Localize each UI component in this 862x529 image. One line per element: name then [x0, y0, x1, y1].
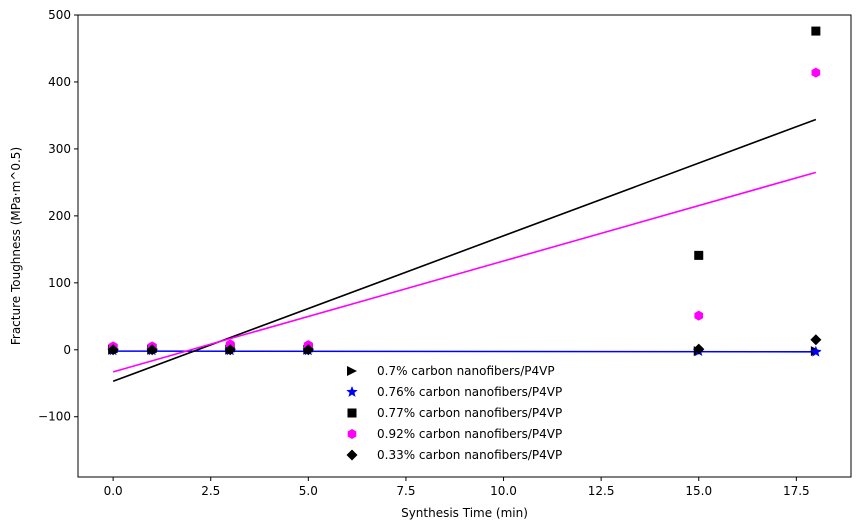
data-point-diamond — [107, 344, 119, 356]
y-tick-label: 300 — [48, 142, 71, 156]
legend-entry: 0.33% carbon nanofibers/P4VP — [346, 448, 562, 462]
legend-entry: 0.76% carbon nanofibers/P4VP — [346, 385, 562, 399]
data-point-diamond — [810, 334, 822, 346]
data-point-diamond — [302, 344, 314, 356]
data-point-hexagon — [811, 67, 821, 78]
series-square — [112, 118, 817, 383]
legend-entry: 0.92% carbon nanofibers/P4VP — [347, 427, 562, 441]
x-tick-label: 15.0 — [685, 484, 712, 498]
series-points-diamond — [107, 334, 822, 356]
y-tick-label: −100 — [38, 410, 71, 424]
series-hexagon — [112, 171, 817, 373]
x-tick-label: 2.5 — [201, 484, 220, 498]
x-axis-ticks: 0.0 2.5 5.0 7.5 10.0 12.5 15.0 17.5 — [104, 477, 810, 498]
legend-label: 0.92% carbon nanofibers/P4VP — [377, 427, 562, 441]
data-point-square — [811, 26, 821, 36]
data-point-diamond — [146, 344, 158, 356]
y-tick-label: 200 — [48, 209, 71, 223]
y-tick-label: 400 — [48, 75, 71, 89]
data-point-diamond — [224, 344, 236, 356]
x-tick-label: 7.5 — [396, 484, 415, 498]
y-tick-label: 0 — [63, 343, 71, 357]
legend-label: 0.76% carbon nanofibers/P4VP — [377, 385, 562, 399]
legend-marker-square — [347, 408, 357, 418]
y-tick-label: 100 — [48, 276, 71, 290]
y-tick-label: 500 — [48, 8, 71, 22]
y-axis-ticks: −100 0 100 200 300 400 500 — [38, 8, 78, 424]
x-tick-label: 17.5 — [783, 484, 810, 498]
legend: 0.7% carbon nanofibers/P4VP 0.76% carbon … — [346, 364, 562, 462]
fit-line-square — [112, 118, 817, 383]
x-tick-label: 0.0 — [104, 484, 123, 498]
legend-marker-hexagon — [347, 429, 357, 439]
x-tick-label: 10.0 — [490, 484, 517, 498]
x-axis-label: Synthesis Time (min) — [401, 506, 528, 520]
data-point-diamond — [693, 343, 705, 355]
fit-line-hexagon — [112, 171, 817, 373]
plot-area — [107, 26, 822, 383]
axes-frame — [77, 14, 852, 478]
data-point-square — [694, 250, 704, 260]
legend-label: 0.77% carbon nanofibers/P4VP — [377, 406, 562, 420]
legend-entry: 0.77% carbon nanofibers/P4VP — [347, 406, 562, 420]
legend-entry: 0.7% carbon nanofibers/P4VP — [347, 364, 555, 378]
y-axis-label: Fracture Toughness (MPa·m^0.5) — [9, 147, 23, 345]
data-point-hexagon — [694, 310, 704, 321]
x-tick-label: 5.0 — [299, 484, 318, 498]
legend-marker-diamond — [346, 449, 358, 461]
legend-marker-star — [346, 386, 358, 397]
series-star — [113, 350, 816, 353]
x-tick-label: 12.5 — [588, 484, 615, 498]
fit-line-star — [113, 350, 816, 353]
legend-label: 0.7% carbon nanofibers/P4VP — [377, 364, 555, 378]
legend-marker-triangle-right — [347, 366, 357, 376]
legend-label: 0.33% carbon nanofibers/P4VP — [377, 448, 562, 462]
data-point-star — [810, 345, 822, 357]
